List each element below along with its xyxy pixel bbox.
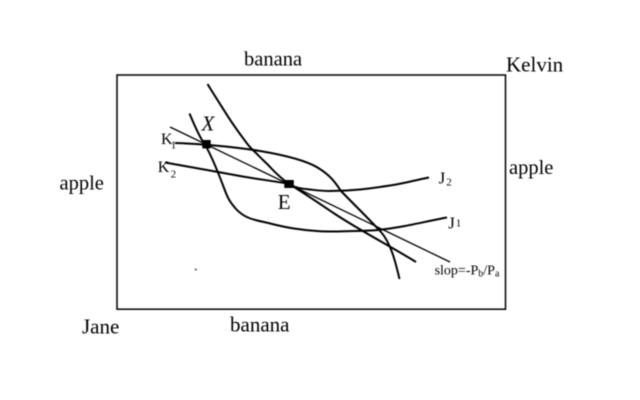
svg-text:banana: banana [230,313,290,337]
svg-text:apple: apple [60,173,104,195]
svg-text:1: 1 [456,218,462,230]
svg-text:Kelvin: Kelvin [506,53,564,77]
svg-text:J: J [448,213,455,232]
svg-text:J: J [439,169,446,188]
svg-text:apple: apple [509,157,553,179]
svg-text:slop=-Pb/Pa: slop=-Pb/Pa [435,264,500,280]
svg-text:E: E [278,190,291,214]
svg-text:Jane: Jane [82,315,119,339]
svg-text:K: K [161,131,173,148]
svg-text:2: 2 [446,177,452,189]
svg-text:K: K [158,159,170,176]
svg-text:X: X [201,112,216,136]
svg-text:2: 2 [171,169,177,181]
svg-text:banana: banana [244,49,302,71]
svg-text:1: 1 [171,139,177,151]
